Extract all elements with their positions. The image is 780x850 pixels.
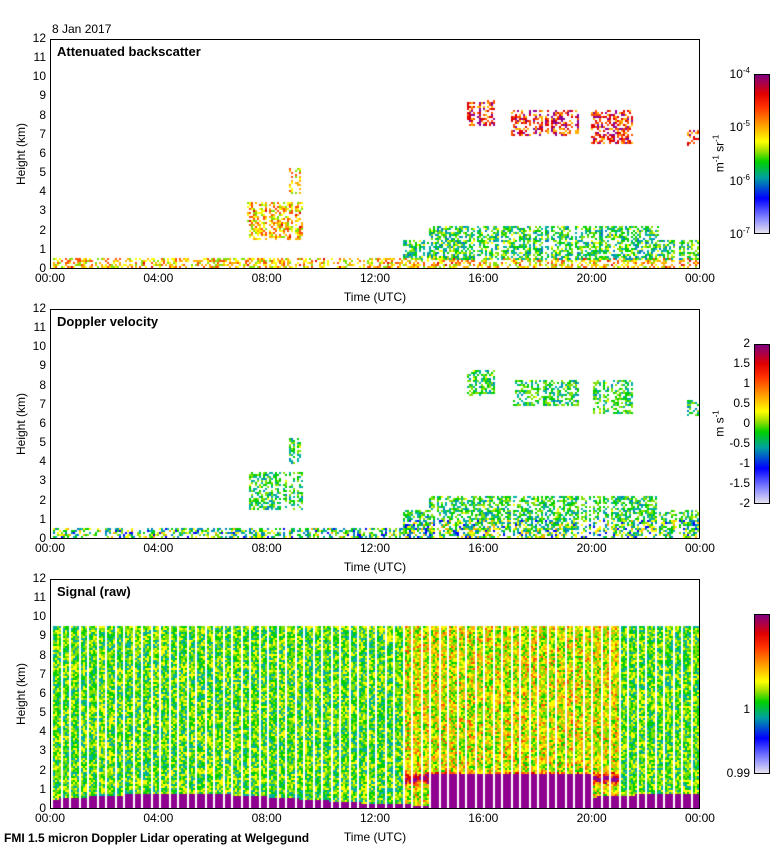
x-tick-label: 04:00 (143, 541, 174, 555)
x-tick-label: 04:00 (143, 811, 174, 825)
x-tick-label: 12:00 (359, 811, 390, 825)
colorbar-0 (754, 74, 770, 234)
x-tick-label: 12:00 (359, 541, 390, 555)
y-tick-label: 9 (39, 88, 46, 103)
colorbar-tick: 10-4 (729, 66, 750, 81)
y-tick-label: 4 (39, 724, 46, 739)
x-axis-label: Time (UTC) (343, 290, 407, 304)
x-tick-label: 16:00 (468, 271, 499, 285)
y-tick-label: 3 (39, 743, 46, 758)
y-tick-label: 0 (39, 261, 46, 275)
y-tick-label: 8 (39, 647, 46, 662)
y-tick-label: 8 (39, 377, 46, 392)
y-axis-label: Height (km) (14, 663, 28, 726)
x-tick-label: 00:00 (34, 271, 66, 285)
x-tick-label: 04:00 (143, 271, 174, 285)
y-tick-label: 2 (39, 222, 46, 237)
plot-panel-2: Signal (raw) (50, 579, 700, 809)
y-tick-label: 10 (32, 69, 46, 84)
colorbar-tick: 10-6 (729, 172, 750, 188)
x-axis-label: Time (UTC) (343, 560, 407, 574)
colorbar-tick: 1 (743, 702, 750, 716)
heatmap-canvas-2 (51, 580, 699, 808)
x-tick-label: 16:00 (468, 811, 499, 825)
colorbar-tick: 0.5 (733, 396, 750, 410)
colorbar-tick: 1.5 (733, 356, 750, 370)
y-tick-label: 6 (39, 685, 46, 700)
y-tick-label: 6 (39, 145, 46, 160)
x-tick-label: 00:00 (684, 541, 715, 555)
y-tick-label: 4 (39, 454, 46, 469)
x-tick-label: 20:00 (576, 811, 607, 825)
colorbar-2 (754, 614, 770, 774)
y-tick-label: 1 (39, 241, 46, 256)
x-tick-label: 00:00 (684, 271, 715, 285)
y-tick-label: 6 (39, 415, 46, 430)
y-tick-label: 12 (32, 570, 46, 585)
y-tick-label: 5 (39, 165, 46, 180)
colorbar-tick: -1 (739, 456, 750, 470)
x-tick-label: 08:00 (251, 541, 282, 555)
colorbar-tick: 2 (743, 336, 750, 350)
y-tick-label: 5 (39, 435, 46, 450)
panel-title: Doppler velocity (57, 314, 159, 329)
y-tick-label: 1 (39, 511, 46, 526)
x-tick-label: 00:00 (684, 811, 715, 825)
y-tick-label: 2 (39, 492, 46, 507)
y-tick-label: 10 (32, 339, 46, 354)
heatmap-canvas-0 (51, 40, 699, 268)
y-tick-label: 7 (39, 126, 46, 141)
y-tick-label: 3 (39, 473, 46, 488)
y-tick-label: 5 (39, 705, 46, 720)
heatmap-canvas-1 (51, 310, 699, 538)
y-tick-label: 7 (39, 666, 46, 681)
y-tick-label: 11 (33, 50, 46, 65)
plot-panel-0: Attenuated backscatter (50, 39, 700, 269)
colorbar-unit: m s-1 (711, 410, 727, 437)
colorbar-tick: -2 (739, 496, 750, 510)
colorbar-tick: 0.99 (726, 766, 750, 780)
colorbar-unit: m-1 sr-1 (711, 134, 727, 173)
y-tick-label: 12 (32, 30, 46, 45)
y-tick-label: 4 (39, 184, 46, 199)
colorbar-tick: 0 (743, 416, 750, 430)
x-tick-label: 20:00 (576, 271, 607, 285)
colorbar-tick: 10-5 (729, 119, 750, 135)
x-tick-label: 20:00 (576, 541, 607, 555)
panel-title: Signal (raw) (57, 584, 131, 599)
x-tick-label: 00:00 (34, 811, 66, 825)
y-axis-label: Height (km) (14, 393, 28, 456)
footer-caption: FMI 1.5 micron Doppler Lidar operating a… (4, 831, 310, 845)
plot-panel-1: Doppler velocity (50, 309, 700, 539)
y-tick-label: 11 (33, 320, 46, 335)
colorbar-tick: 1 (743, 376, 750, 390)
colorbar-tick: -0.5 (729, 436, 750, 450)
x-axis-label: Time (UTC) (343, 830, 407, 844)
y-tick-label: 3 (39, 203, 46, 218)
y-tick-label: 9 (39, 628, 46, 643)
x-tick-label: 08:00 (251, 271, 282, 285)
panel-title: Attenuated backscatter (57, 44, 201, 59)
x-tick-label: 08:00 (251, 811, 282, 825)
y-tick-label: 10 (32, 609, 46, 624)
colorbar-1 (754, 344, 770, 504)
y-axis-label: Height (km) (14, 123, 28, 186)
y-tick-label: 11 (33, 590, 46, 605)
x-tick-label: 16:00 (468, 541, 499, 555)
y-tick-label: 0 (39, 801, 46, 815)
colorbar-tick: -1.5 (729, 476, 750, 490)
y-tick-label: 7 (39, 396, 46, 411)
colorbar-tick: 10-7 (729, 225, 750, 241)
y-tick-label: 1 (39, 781, 46, 796)
y-tick-label: 9 (39, 358, 46, 373)
y-tick-label: 8 (39, 107, 46, 122)
y-tick-label: 0 (39, 531, 46, 545)
x-tick-label: 12:00 (359, 271, 390, 285)
y-tick-label: 12 (32, 300, 46, 315)
date-label: 8 Jan 2017 (52, 22, 112, 36)
y-tick-label: 2 (39, 762, 46, 777)
x-tick-label: 00:00 (34, 541, 66, 555)
